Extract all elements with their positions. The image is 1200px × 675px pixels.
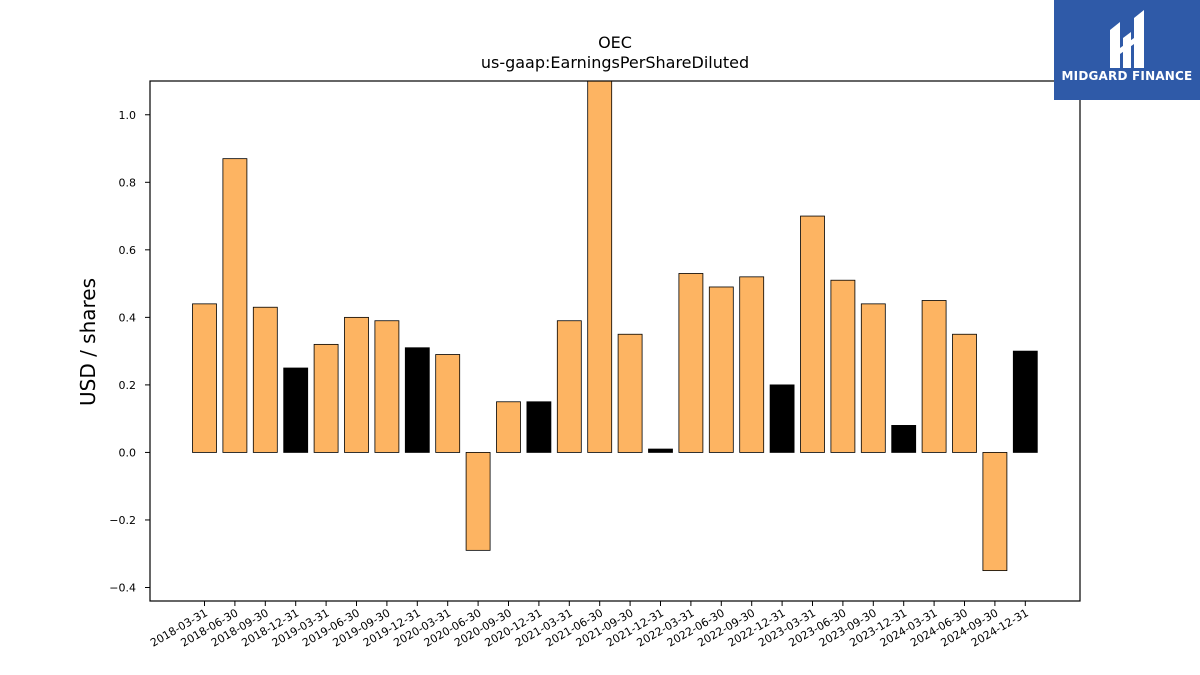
bars-group bbox=[192, 80, 1038, 572]
plot-area-frame bbox=[149, 80, 1081, 602]
bar-2019-03-31 bbox=[313, 343, 339, 453]
bar-2019-06-30 bbox=[344, 316, 369, 453]
bar-2024-12-31 bbox=[1012, 350, 1038, 453]
chart-subtitle: us-gaap:EarningsPerShareDiluted bbox=[481, 53, 749, 72]
bar-2020-09-30 bbox=[496, 401, 521, 453]
bar-2022-12-31 bbox=[769, 384, 795, 453]
bar-2022-03-31 bbox=[678, 273, 704, 453]
bar-2020-06-30 bbox=[465, 452, 491, 551]
y-tick-label: 0.4 bbox=[119, 311, 137, 324]
bar-2021-09-30 bbox=[617, 333, 643, 453]
bar-2024-09-30 bbox=[982, 452, 1008, 572]
bar-2019-12-31 bbox=[404, 347, 430, 453]
bar-2019-09-30 bbox=[374, 320, 400, 453]
y-ticks-group: −0.4 −0.2 0.0 0.2 0.4 0.6 0.8 1.0 bbox=[109, 109, 150, 594]
y-tick-label: −0.4 bbox=[109, 581, 136, 594]
y-axis-label: USD / shares bbox=[76, 278, 100, 406]
bar-2020-12-31 bbox=[526, 401, 552, 453]
chart-title: OEC bbox=[598, 33, 632, 52]
logo-text: MIDGARD FINANCE bbox=[1061, 69, 1193, 83]
bar-2021-12-31 bbox=[648, 448, 673, 453]
bar-2023-03-31 bbox=[800, 215, 825, 453]
bar-2018-09-30 bbox=[252, 306, 278, 453]
bar-2021-03-31 bbox=[556, 320, 582, 453]
bar-2024-06-30 bbox=[952, 333, 977, 453]
bar-2018-06-30 bbox=[222, 158, 248, 453]
y-tick-label: 1.0 bbox=[119, 109, 137, 122]
bar-2018-12-31 bbox=[283, 367, 309, 453]
bar-2022-09-30 bbox=[739, 276, 765, 453]
y-tick-label: 0.8 bbox=[119, 176, 137, 189]
y-tick-label: 0.2 bbox=[119, 379, 137, 392]
midgard-logo-mark-icon bbox=[1110, 10, 1144, 68]
brand-logo: MIDGARD FINANCE bbox=[1054, 0, 1200, 100]
x-ticks-group: 2018-03-312018-06-302018-09-302018-12-31… bbox=[148, 601, 1031, 650]
bar-2022-06-30 bbox=[708, 286, 734, 453]
bar-2023-12-31 bbox=[891, 425, 917, 453]
bar-2023-06-30 bbox=[830, 279, 856, 453]
bar-2020-03-31 bbox=[435, 354, 461, 453]
bar-2023-09-30 bbox=[860, 303, 886, 453]
y-tick-label: 0.6 bbox=[119, 244, 137, 257]
y-tick-label: −0.2 bbox=[109, 514, 136, 527]
bar-2024-03-31 bbox=[921, 300, 947, 453]
bar-2021-06-30 bbox=[587, 80, 613, 453]
y-tick-label: 0.0 bbox=[119, 446, 137, 459]
bar-2018-03-31 bbox=[192, 303, 217, 453]
